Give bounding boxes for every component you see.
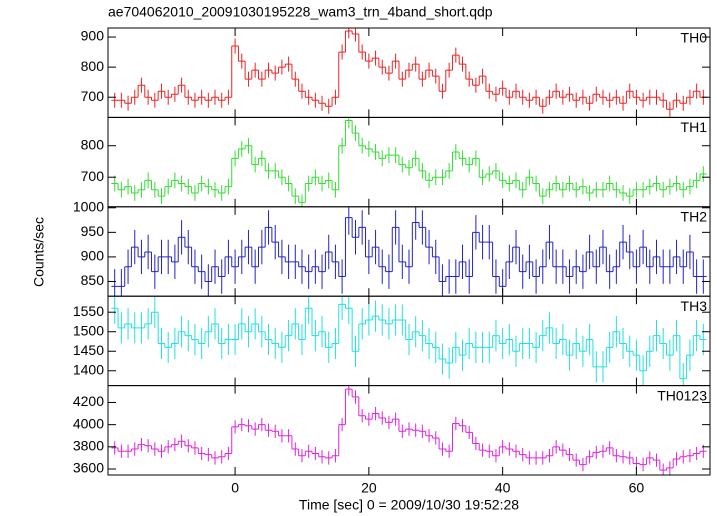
panel-label: TH2: [681, 209, 708, 225]
y-tick-label: 4000: [73, 415, 104, 431]
panel-data: [111, 117, 707, 207]
panel-label: TH0123: [657, 387, 707, 403]
y-tick-label: 800: [81, 58, 105, 74]
x-tick-label: 60: [629, 480, 645, 496]
y-tick-label: 800: [81, 136, 105, 152]
y-tick-label: 700: [81, 88, 105, 104]
y-tick-label: 1550: [73, 303, 104, 319]
panel-label: TH1: [681, 119, 708, 135]
y-tick-label: 900: [81, 28, 105, 44]
y-tick-label: 700: [81, 168, 105, 184]
y-tick-label: 900: [81, 248, 105, 264]
y-tick-label: 1400: [73, 361, 104, 377]
y-tick-label: 850: [81, 272, 105, 288]
panel-label: TH0: [681, 30, 708, 46]
x-tick-label: 20: [361, 480, 377, 496]
x-tick-label: 40: [495, 480, 511, 496]
panel-label: TH3: [681, 298, 708, 314]
y-tick-label: 4200: [73, 393, 104, 409]
chart-title: ae704062010_20091030195228_wam3_trn_4ban…: [108, 4, 493, 20]
y-tick-label: 1450: [73, 342, 104, 358]
panel-data: [111, 206, 707, 297]
y-tick-label: 3600: [73, 460, 104, 476]
y-tick-label: 1000: [73, 198, 104, 214]
panel-data: [111, 385, 707, 476]
y-axis-label: Counts/sec: [31, 217, 47, 287]
x-axis-label: Time [sec] 0 = 2009/10/30 19:52:28: [299, 497, 519, 513]
panel-data: [111, 28, 707, 117]
y-tick-label: 1500: [73, 322, 104, 338]
panel-data: [111, 296, 707, 386]
panel-frame: [107, 385, 711, 476]
y-tick-label: 3800: [73, 438, 104, 454]
y-tick-label: 950: [81, 223, 105, 239]
x-tick-label: 0: [231, 480, 239, 496]
